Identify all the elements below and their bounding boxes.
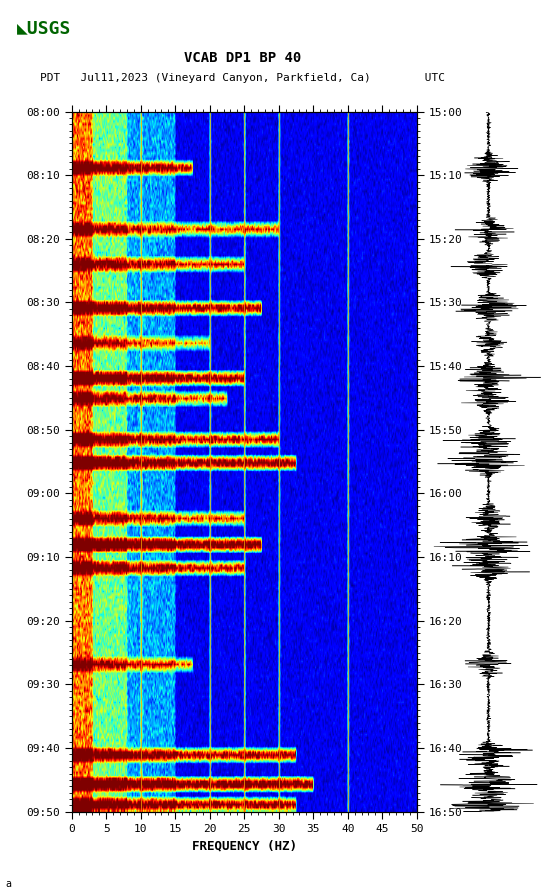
Text: PDT   Jul11,2023 (Vineyard Canyon, Parkfield, Ca)        UTC: PDT Jul11,2023 (Vineyard Canyon, Parkfie… <box>40 72 445 83</box>
Text: VCAB DP1 BP 40: VCAB DP1 BP 40 <box>184 51 301 65</box>
Text: ◣USGS: ◣USGS <box>17 20 71 37</box>
X-axis label: FREQUENCY (HZ): FREQUENCY (HZ) <box>192 839 297 852</box>
Text: a: a <box>6 880 12 889</box>
